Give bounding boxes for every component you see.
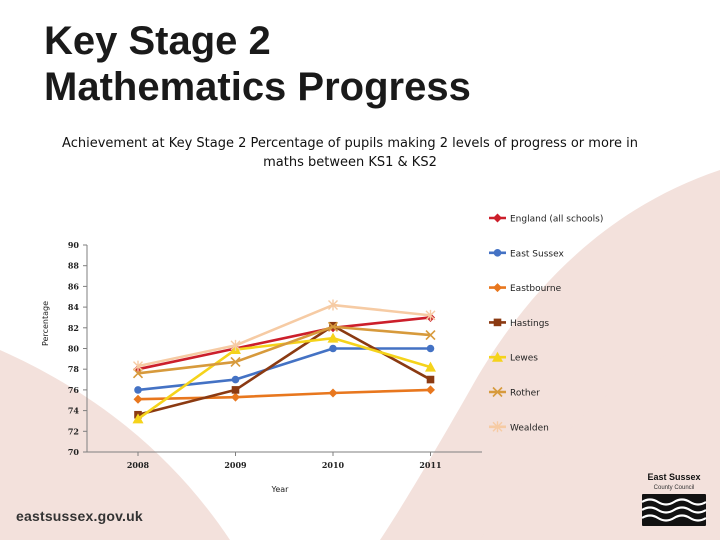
y-tick-label: 84 [68, 302, 80, 312]
legend-label: East Sussex [510, 249, 564, 259]
data-point [426, 344, 435, 353]
y-axis-label: Percentage [41, 301, 50, 346]
x-axis-label: Year [271, 485, 290, 494]
county-council-logo: East Sussex County Council [641, 472, 707, 526]
legend-marker [492, 421, 503, 433]
title-line-1: Key Stage 2 [44, 19, 271, 63]
data-point [134, 386, 142, 394]
series-rother [132, 321, 436, 379]
chart-axes: 70 72 74 76 78 80 82 84 86 88 90 2008 2009 2010 2011 Ye… [41, 240, 482, 494]
data-point [426, 375, 435, 384]
y-tick-label: 82 [68, 323, 79, 333]
data-point [132, 368, 144, 379]
legend-marker [493, 249, 502, 257]
legend-label: Wealden [510, 423, 549, 433]
legend-item-wealden: Wealden [489, 421, 549, 433]
data-point [328, 388, 338, 398]
title-line-2: Mathematics Progress [44, 65, 471, 109]
data-point [133, 360, 143, 372]
series-eastbourne [133, 385, 435, 404]
series-hastings [134, 321, 435, 419]
data-point [425, 329, 436, 341]
legend-item-rother: Rother [489, 386, 540, 399]
data-point [329, 344, 337, 353]
footer-url[interactable]: eastsussex.gov.uk [16, 508, 143, 524]
data-point [133, 394, 143, 404]
legend-label: Lewes [510, 354, 538, 364]
series-line [137, 325, 431, 375]
series-line [137, 388, 431, 401]
y-tick-label: 72 [68, 426, 79, 436]
legend-item-lewes: Lewes [489, 351, 538, 364]
chart-subtitle: Achievement at Key Stage 2 Percentage of… [62, 136, 638, 170]
legend-label: Rother [510, 389, 540, 399]
legend-label: Eastbourne [510, 284, 562, 294]
series-lewes [132, 332, 436, 424]
logo-wave-icon [641, 494, 707, 526]
data-point [132, 413, 144, 424]
y-tick-label: 78 [68, 364, 80, 374]
data-point [230, 339, 241, 351]
data-point [231, 386, 240, 394]
data-point [327, 332, 339, 343]
legend-item-east-sussex: East Sussex [489, 249, 564, 259]
series-line [137, 336, 431, 420]
legend-label: Hastings [510, 319, 549, 329]
legend-marker [492, 386, 503, 398]
y-tick-label: 88 [68, 261, 80, 271]
y-tick-label: 74 [68, 406, 80, 416]
series-wealden [133, 299, 436, 372]
legend-marker [492, 351, 503, 362]
x-tick-label: 2010 [322, 460, 345, 470]
data-point [231, 375, 240, 384]
logo-line-2: County Council [654, 485, 695, 491]
legend-item-eastbourne: Eastbourne [489, 283, 562, 294]
y-tick-label: 86 [68, 281, 80, 291]
x-tick-label: 2009 [224, 460, 247, 470]
logo-line-1: East Sussex [647, 472, 700, 482]
series-line [137, 303, 431, 368]
data-point [328, 299, 338, 311]
data-point [230, 356, 241, 368]
data-point [426, 385, 435, 395]
data-point [425, 361, 436, 372]
y-tick-label: 90 [68, 240, 80, 250]
legend-label: England (all schools) [510, 215, 603, 225]
page-title: Key Stage 2 Mathematics Progress [44, 18, 471, 110]
data-point [425, 309, 436, 321]
y-tick-label: 70 [68, 447, 80, 457]
y-tick-label: 76 [68, 385, 80, 395]
y-tick-label: 80 [68, 344, 80, 354]
legend-item-hastings: Hastings [489, 318, 549, 329]
data-point [327, 321, 339, 332]
data-point [231, 392, 240, 402]
series-line [137, 316, 431, 371]
legend-marker [493, 213, 502, 223]
legend-marker [493, 283, 502, 293]
series-layer [132, 299, 436, 424]
legend-marker [493, 318, 502, 327]
legend-item-england-all-schools: England (all schools) [489, 213, 603, 225]
x-tick-label: 2008 [127, 460, 150, 470]
x-tick-label: 2011 [419, 460, 441, 470]
chart-legend: England (all schools) East Sussex Eastbour… [489, 213, 603, 433]
